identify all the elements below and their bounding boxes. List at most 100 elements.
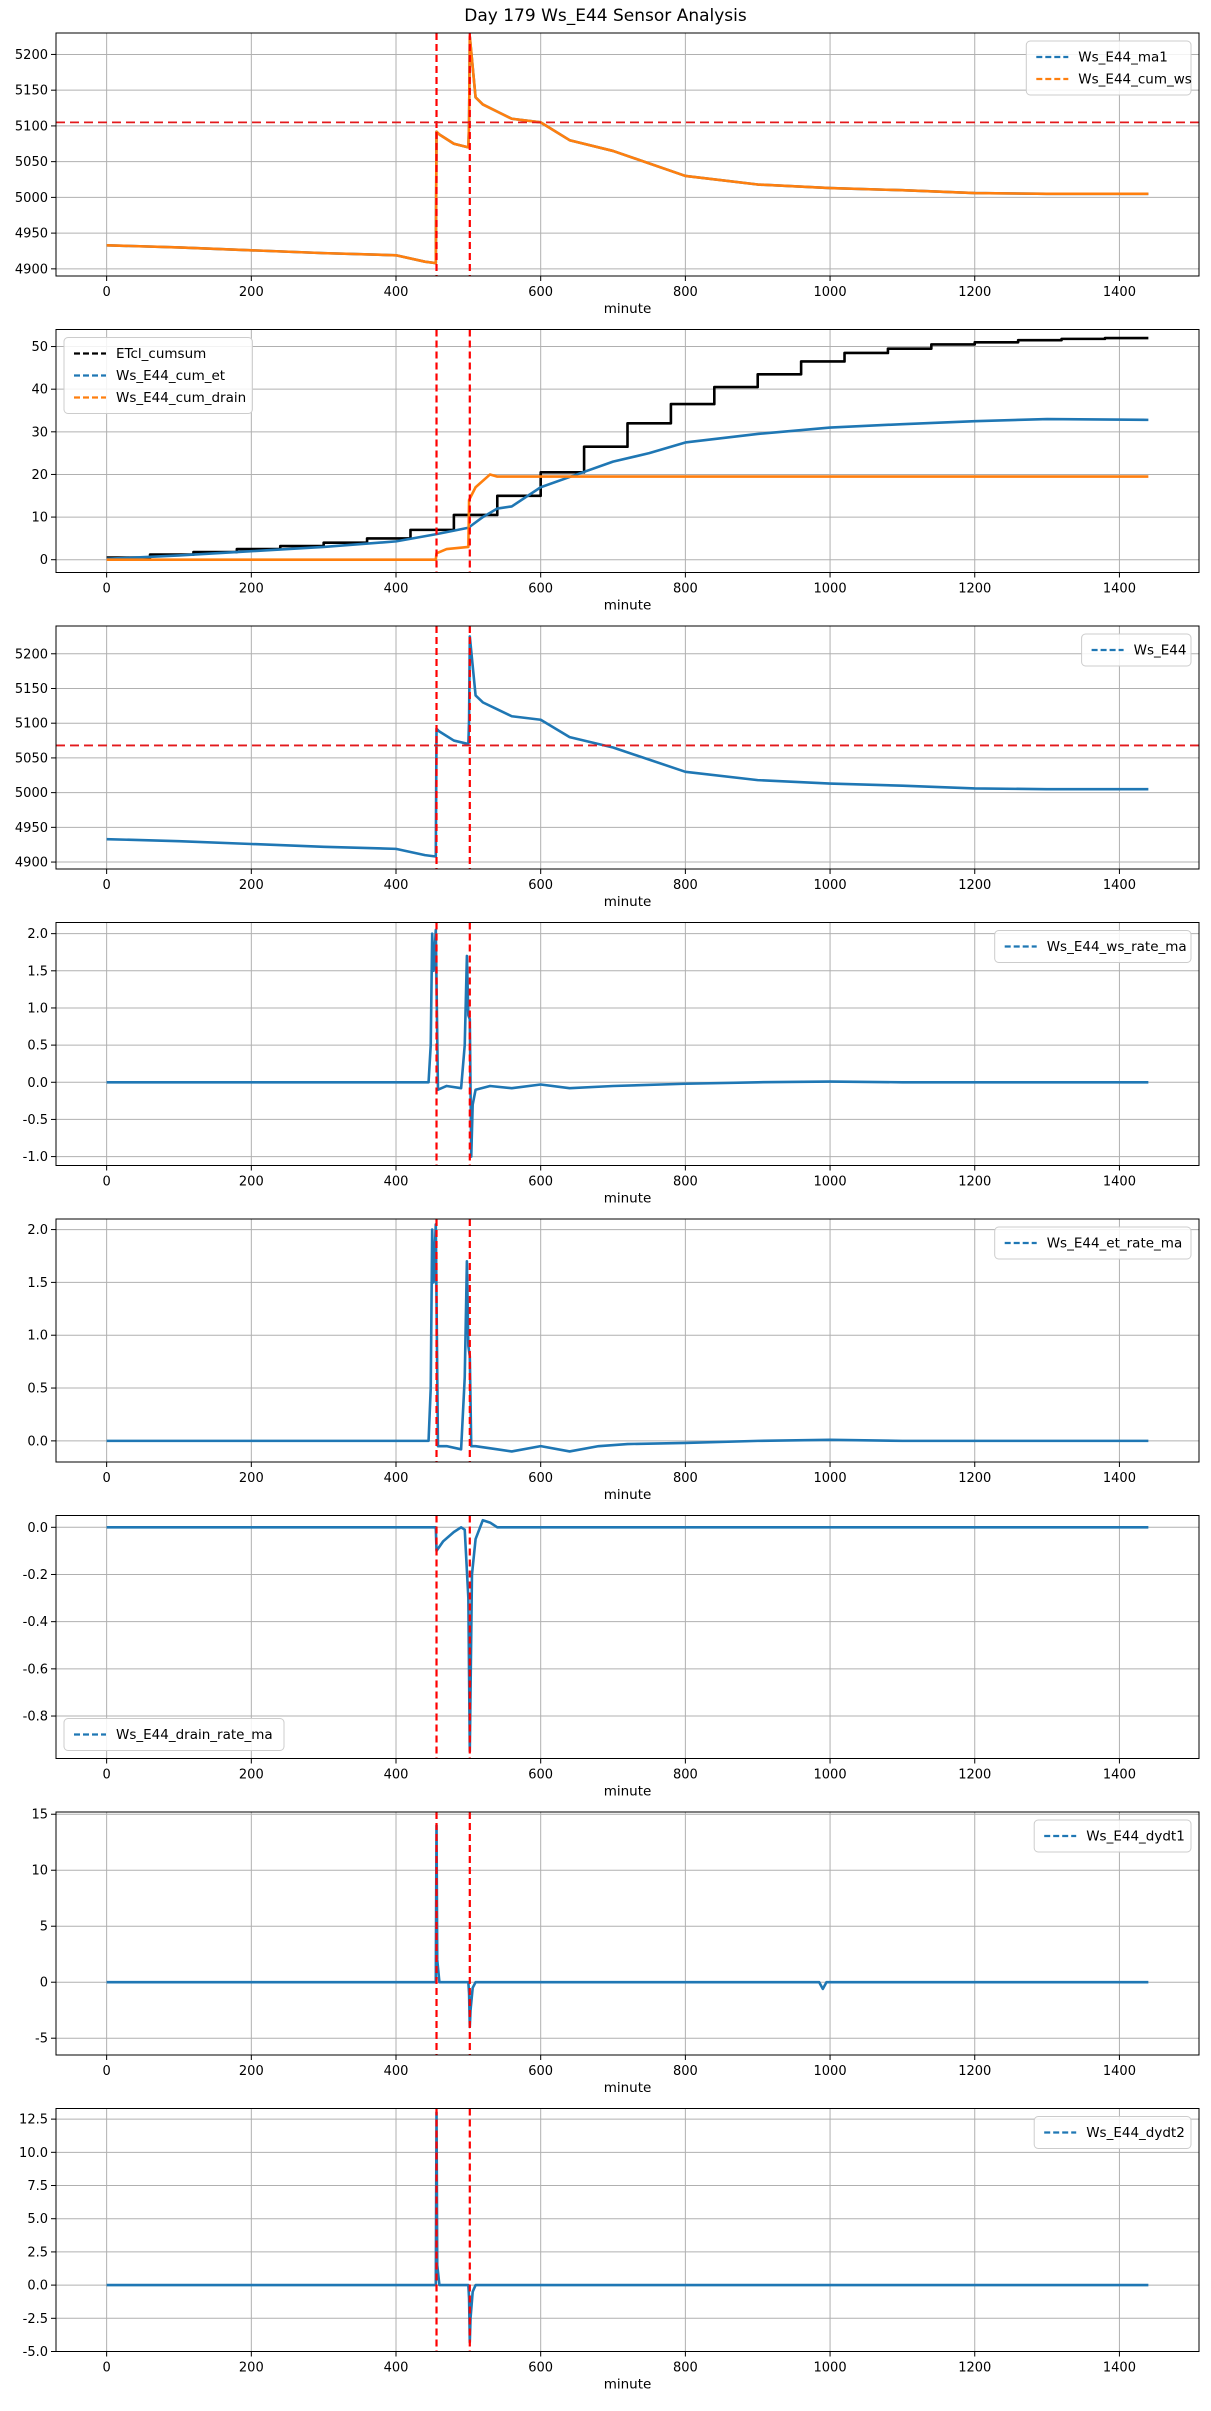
y-tick-label: -0.5: [23, 1113, 48, 1128]
x-tick-label: 1400: [1103, 285, 1136, 300]
axes-frame: [55, 1515, 1200, 1759]
x-tick-label: 0: [102, 2064, 110, 2079]
x-tick-label: 200: [239, 1175, 264, 1190]
y-tick-label: 5150: [15, 682, 48, 697]
legend-label: Ws_E44_drain_rate_ma: [116, 1727, 273, 1743]
y-tick-label: 0.0: [27, 1076, 48, 1091]
panel-7: 0 200 400 600 800 1000 1200 1400 -5 0 5 10 15 minute W…: [31, 1808, 1200, 2096]
y-tick-label: 10: [31, 511, 48, 526]
x-tick-label: 1400: [1103, 1768, 1136, 1783]
x-tick-label: 1200: [958, 582, 991, 597]
y-tick-label: 1.0: [27, 1001, 48, 1016]
y-tick-label: -0.8: [23, 1710, 48, 1725]
x-tick-label: 0: [102, 1175, 110, 1190]
legend-box: [1025, 40, 1192, 96]
x-tick-label: 1400: [1103, 2361, 1136, 2376]
plot-area: [106, 1812, 1149, 2055]
plot-area: [106, 922, 1149, 1166]
y-tick-label: 2.0: [27, 927, 48, 942]
y-tick-label: 0.0: [27, 2279, 48, 2294]
x-tick-label: 600: [528, 2064, 553, 2079]
y-tick-label: 2.5: [27, 2245, 48, 2260]
y-tick-label: 15: [31, 1808, 48, 1823]
legend-label: Ws_E44_et_rate_ma: [1047, 1236, 1183, 1252]
x-tick-label: 600: [528, 878, 553, 893]
y-tick-label: 4900: [15, 262, 48, 277]
y-tick-label: 0: [40, 1976, 48, 1991]
x-tick-label: 800: [673, 2361, 698, 2376]
y-tick-label: 10.0: [19, 2146, 48, 2161]
plot-area: [56, 33, 1199, 276]
panel-4: 0 200 400 600 800 1000 1200 1400 -1.0 -0.5 0.0 0.5 1…: [23, 922, 1200, 1207]
y-tick-label: 5200: [15, 647, 48, 662]
legend-label: Ws_E44_cum_et: [116, 368, 225, 384]
x-tick-label: 600: [528, 1471, 553, 1486]
panel-8: 0 200 400 600 800 1000 1200 1400 -5.0 -2.5 0.0 2.5 5…: [19, 2108, 1200, 2393]
y-tick-label: 5050: [15, 751, 48, 766]
y-tick-label: 5200: [15, 48, 48, 63]
y-tick-label: 0: [40, 553, 48, 568]
x-tick-label: 1200: [958, 878, 991, 893]
y-tick-label: -0.6: [23, 1662, 48, 1677]
y-tick-label: 30: [31, 425, 48, 440]
y-tick-label: 1.0: [27, 1329, 48, 1344]
legend-label: ETcl_cumsum: [116, 346, 206, 362]
plot-area: [106, 2108, 1149, 2352]
y-tick-label: -2.5: [23, 2312, 48, 2327]
legend-box: [1033, 2116, 1192, 2149]
legend-label: Ws_E44_dydt2: [1086, 2125, 1185, 2141]
legend-label: Ws_E44_cum_ws: [1078, 72, 1192, 88]
legend: Ws_E44_ws_rate_ma: [994, 930, 1192, 963]
x-tick-label: 800: [673, 2064, 698, 2079]
y-tick-label: 10: [31, 1864, 48, 1879]
x-tick-label: 400: [384, 2361, 409, 2376]
x-tick-label: 1400: [1103, 1471, 1136, 1486]
x-tick-label: 1200: [958, 2361, 991, 2376]
axes-frame: [55, 1811, 1200, 2056]
axes-frame: [55, 625, 1200, 870]
y-tick-label: 5.0: [27, 2212, 48, 2227]
x-tick-label: 1200: [958, 2064, 991, 2079]
y-tick-label: 0.0: [27, 1434, 48, 1449]
x-tick-label: 1200: [958, 1768, 991, 1783]
x-tick-label: 800: [673, 878, 698, 893]
series-line-Ws_E44_cum_et: [106, 417, 1149, 561]
y-tick-label: 5000: [15, 786, 48, 801]
legend: Ws_E44_et_rate_ma: [994, 1226, 1192, 1260]
panel-5: 0 200 400 600 800 1000 1200 1400 0.0 0.5 1.0 1.5 2.0…: [27, 1218, 1200, 1503]
legend-label: Ws_E44_dydt1: [1086, 1829, 1185, 1845]
legend-label: Ws_E44_cum_drain: [116, 390, 246, 406]
y-tick-label: 1.5: [27, 1276, 48, 1291]
x-tick-label: 0: [102, 878, 110, 893]
x-tick-label: 400: [384, 582, 409, 597]
y-tick-label: 4900: [15, 856, 48, 871]
x-axis-label: minute: [604, 1487, 652, 1503]
plot-area: [106, 1219, 1149, 1462]
y-tick-label: 5000: [15, 191, 48, 206]
x-tick-label: 1200: [958, 285, 991, 300]
plot-area: [56, 626, 1199, 869]
series-line-Ws_E44_ws_rate_ma: [106, 928, 1149, 1158]
legend: Ws_E44_dydt1: [1033, 1819, 1192, 1853]
x-tick-label: 400: [384, 1768, 409, 1783]
panel-1: 0 200 400 600 800 1000 1200 1400 4900 4950 5000 505…: [15, 32, 1200, 317]
y-tick-label: 5: [40, 1920, 48, 1935]
axes-frame: [55, 32, 1200, 277]
y-tick-label: 12.5: [19, 2113, 48, 2128]
panel-3: 0 200 400 600 800 1000 1200 1400 4900 4950 5000 505…: [15, 625, 1200, 910]
x-tick-label: 1400: [1103, 878, 1136, 893]
x-tick-label: 600: [528, 2361, 553, 2376]
series-line-ETcl_cumsum: [106, 336, 1149, 559]
x-tick-label: 800: [673, 582, 698, 597]
x-tick-label: 1400: [1103, 582, 1136, 597]
legend: Ws_E44: [1081, 633, 1192, 667]
legend-box: [63, 1718, 285, 1751]
plot-area: [106, 1515, 1149, 1759]
y-tick-label: -0.2: [23, 1568, 48, 1583]
x-tick-label: 1000: [814, 2064, 847, 2079]
y-tick-label: 4950: [15, 227, 48, 242]
x-tick-label: 200: [239, 878, 264, 893]
x-tick-label: 800: [673, 285, 698, 300]
x-tick-label: 200: [239, 2361, 264, 2376]
x-tick-label: 200: [239, 1768, 264, 1783]
